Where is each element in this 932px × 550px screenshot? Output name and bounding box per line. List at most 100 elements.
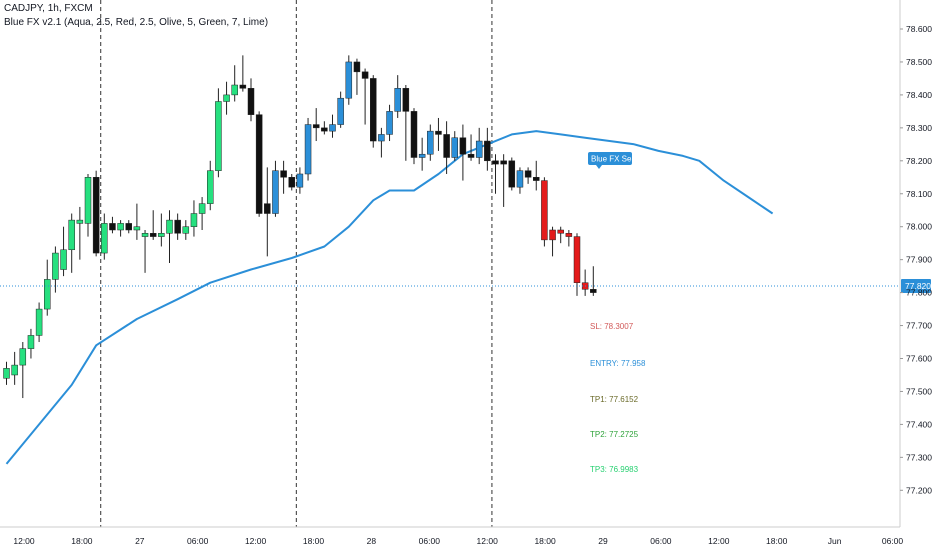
candle-body [264,203,271,214]
candle [190,200,198,237]
y-tick-label: 77.500 [906,386,932,396]
candle-body [304,124,312,175]
y-tick-label: 78.200 [906,156,932,166]
x-tick-label: 29 [598,536,608,546]
x-tick-label: 12:00 [708,536,730,546]
candle-body [475,140,483,158]
candle [370,75,377,148]
x-tick-label: 18:00 [71,536,93,546]
candle [345,55,353,105]
candle [255,111,263,217]
candle-body [524,170,532,178]
candle-body [182,226,190,234]
candle-body [557,229,564,234]
candle [565,229,573,247]
x-tick-label: Jun [828,536,842,546]
indicator-legend: Blue FX v2.1 (Aqua, 2.5, Red, 2.5, Olive… [4,17,269,28]
candle [557,226,564,244]
candle-body [44,279,51,310]
moving-average [5,130,774,465]
chart-title: CADJPY, 1h, FXCM [4,3,93,14]
y-tick-label: 78.300 [906,123,932,133]
candle-body [484,140,491,162]
candle [101,213,108,260]
candle-body [353,61,361,73]
x-tick-label: 06:00 [882,536,904,546]
candle-body [459,137,467,155]
candle-body [541,180,548,241]
candle [435,117,442,151]
x-tick-label: 28 [367,536,377,546]
y-tick-label: 77.800 [906,288,932,298]
candle-body [370,78,377,142]
candle [76,206,84,260]
y-tick-label: 78.400 [906,90,932,100]
candle-body [101,223,108,254]
candle [386,104,393,142]
x-tick-label: 18:00 [534,536,556,546]
candle-body [52,252,59,280]
sl-label: SL: 78.3007 [590,322,634,331]
candle [590,266,597,296]
candle [573,233,581,296]
candle-body [394,88,401,112]
trade-annotations: SL: 78.3007 ENTRY: 77.958 TP1: 77.6152 T… [590,322,646,474]
candle [337,91,344,128]
y-tick-label: 77.400 [906,419,932,429]
candle-body [35,308,43,336]
candle [484,127,491,171]
candle-body [117,223,124,231]
candle [475,127,483,165]
candle-body [190,213,198,227]
candle-body [133,226,141,231]
candle [581,269,589,296]
candle-body [19,348,27,366]
candle-body [11,364,18,376]
candle-body [207,170,214,204]
candle-body [549,229,556,241]
candle-body [149,233,157,237]
current-price-line: 77.820 [0,279,931,294]
candle [459,124,467,181]
candle-body [565,233,573,237]
candle [272,160,279,217]
candle [215,88,222,178]
candle [68,213,75,273]
candle [394,75,401,118]
y-tick-label: 77.200 [906,485,932,495]
candle [418,137,426,171]
candle [361,68,369,125]
candle-body [158,233,165,237]
candle-body [329,124,336,132]
candle-body [418,153,426,158]
candle-body [410,111,418,158]
candle [296,167,304,194]
candle [174,213,181,240]
candle-body [402,88,410,112]
candle-body [68,219,75,251]
candle [109,216,116,234]
price-label-box [901,279,931,294]
candle-body [109,223,116,231]
candle [60,226,67,277]
candle [92,170,100,257]
candle [312,108,320,142]
candle-body [223,94,230,102]
candle-body [215,101,222,171]
candle [524,167,532,184]
candle-body [590,289,597,293]
candle [280,160,287,194]
candle [321,121,328,135]
candle-body [166,219,173,234]
candle-body [76,219,84,224]
entry-label: ENTRY: 77.958 [590,359,646,368]
candle [231,65,238,102]
candle-body [280,170,287,178]
candle-body [467,153,475,158]
candle-body [435,130,442,135]
x-tick-label: 12:00 [477,536,499,546]
candle [288,173,295,191]
candle-body [27,335,35,349]
